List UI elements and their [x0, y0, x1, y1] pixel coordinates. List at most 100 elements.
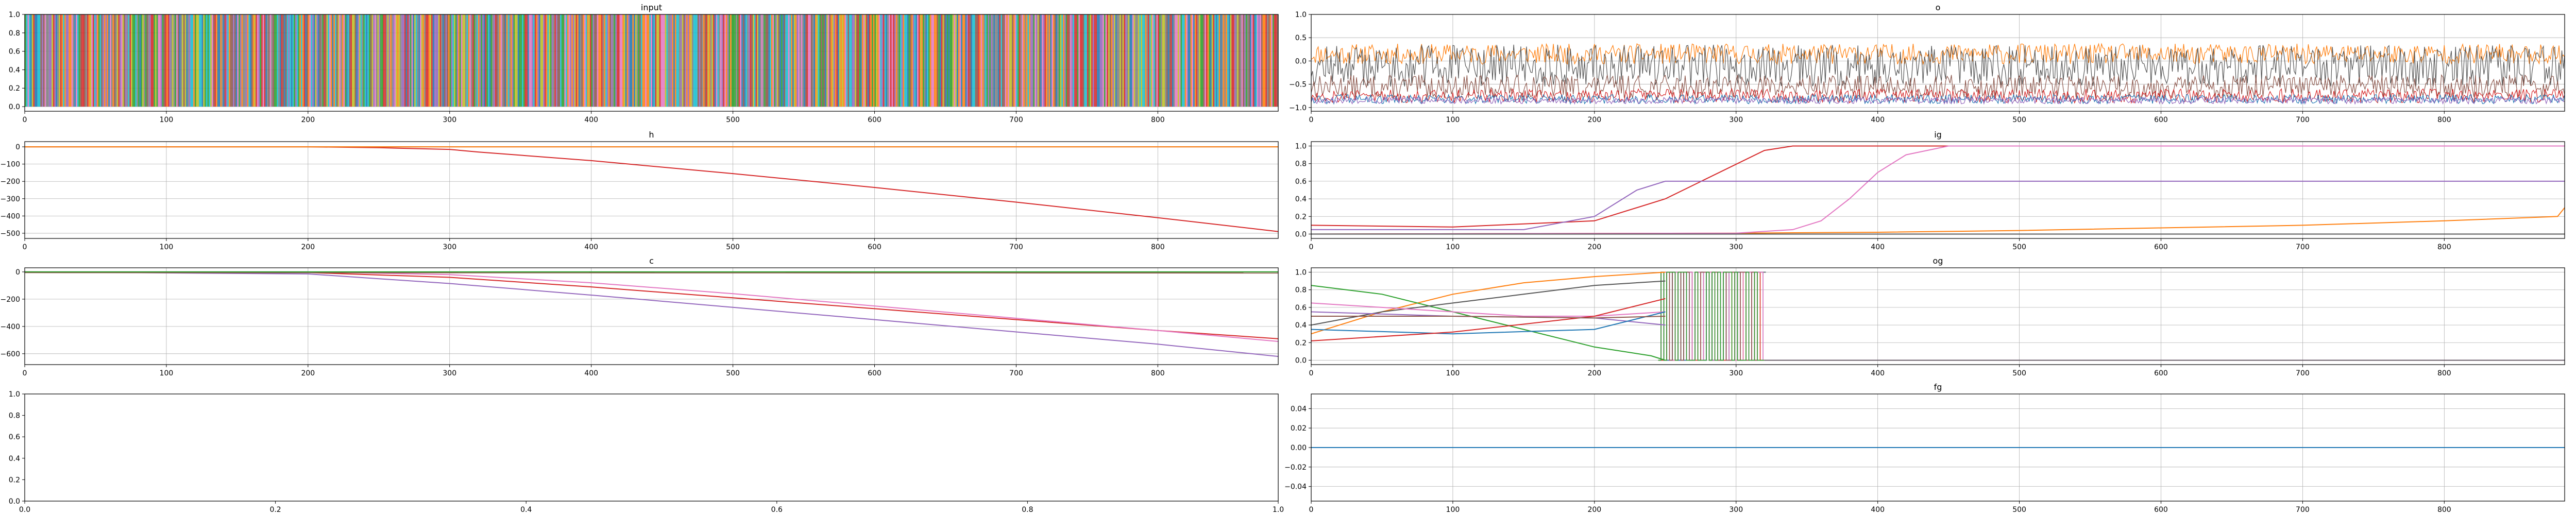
- onehot-pulse: [793, 14, 795, 107]
- onehot-pulse: [404, 14, 406, 107]
- onehot-pulse: [1231, 14, 1233, 107]
- onehot-pulse: [1009, 14, 1011, 107]
- onehot-pulse: [852, 14, 854, 107]
- plot-area: [1311, 145, 2565, 235]
- onehot-pulse: [533, 14, 535, 107]
- onehot-pulse: [891, 14, 893, 107]
- onehot-pulse: [601, 14, 603, 107]
- x-tick-label: 300: [1729, 116, 1743, 124]
- onehot-pulse: [1239, 14, 1240, 107]
- onehot-pulse: [105, 14, 107, 107]
- onehot-pulse: [333, 14, 335, 107]
- onehot-pulse: [1211, 14, 1213, 107]
- onehot-pulse: [950, 14, 951, 107]
- onehot-pulse: [679, 14, 681, 107]
- onehot-pulse: [396, 14, 398, 107]
- onehot-pulse: [968, 14, 970, 107]
- onehot-pulse: [417, 14, 419, 107]
- y-tick-label: 0.5: [1295, 34, 1307, 42]
- onehot-pulse: [260, 14, 262, 107]
- axes-frame: [24, 393, 1279, 502]
- onehot-pulse: [515, 14, 516, 107]
- onehot-pulse: [302, 14, 304, 107]
- y-tick-label: 0.0: [1295, 57, 1307, 65]
- onehot-pulse: [1166, 14, 1168, 107]
- x-tick-label: 0.6: [771, 506, 783, 514]
- onehot-pulse: [1240, 14, 1242, 107]
- onehot-pulse: [194, 14, 196, 107]
- onehot-pulse: [224, 14, 226, 107]
- onehot-pulse: [768, 14, 770, 107]
- subplot-fg: 0 100 200 300 400 500 600 700 800 −0.04 −0.02 0.00 0…: [1284, 382, 2565, 514]
- x-tick-label: 0.0: [19, 506, 30, 514]
- onehot-pulse: [1010, 14, 1012, 107]
- onehot-pulse: [362, 14, 364, 107]
- onehot-pulse: [1012, 14, 1013, 107]
- onehot-pulse: [541, 14, 544, 107]
- series-line: [25, 271, 1278, 357]
- onehot-pulse: [547, 14, 549, 107]
- onehot-pulse: [928, 14, 930, 107]
- onehot-pulse: [292, 14, 294, 107]
- onehot-pulse: [639, 14, 641, 107]
- onehot-pulse: [341, 14, 342, 107]
- onehot-pulse: [1165, 14, 1166, 107]
- onehot-pulse: [946, 14, 948, 107]
- onehot-pulse: [1207, 14, 1209, 107]
- onehot-pulse: [765, 14, 767, 107]
- onehot-pulse: [473, 14, 476, 107]
- onehot-pulse: [493, 14, 495, 107]
- onehot-pulse: [483, 14, 485, 107]
- onehot-pulse: [237, 14, 239, 107]
- onehot-pulse: [691, 14, 693, 107]
- y-tick-label: 0.2: [9, 476, 20, 484]
- chart-title: ig: [1934, 130, 1942, 140]
- onehot-pulse: [677, 14, 680, 107]
- onehot-pulse: [689, 14, 691, 107]
- onehot-pulse: [145, 14, 147, 107]
- onehot-pulse: [662, 14, 664, 107]
- onehot-pulse: [999, 14, 1001, 107]
- onehot-pulse: [745, 14, 748, 107]
- onehot-pulse: [1024, 14, 1026, 107]
- onehot-pulse: [75, 14, 77, 107]
- onehot-pulse: [458, 14, 460, 107]
- onehot-pulse: [638, 14, 640, 107]
- onehot-pulse: [948, 14, 950, 107]
- onehot-pulse: [456, 14, 459, 107]
- onehot-pulse: [176, 14, 178, 107]
- onehot-pulse: [84, 14, 86, 107]
- onehot-pulse: [487, 14, 489, 107]
- onehot-pulse: [819, 14, 821, 107]
- series-line: [25, 271, 1278, 342]
- x-tick-label: 0: [1309, 506, 1314, 514]
- onehot-pulse: [397, 14, 399, 107]
- onehot-pulse: [1172, 14, 1174, 107]
- y-tick-label: 0.6: [1295, 178, 1307, 186]
- onehot-pulse: [611, 14, 613, 107]
- onehot-pulse: [290, 14, 291, 107]
- onehot-pulse: [523, 14, 525, 107]
- onehot-pulse: [706, 14, 708, 107]
- onehot-pulse: [956, 14, 958, 107]
- series-line: [25, 271, 1278, 339]
- onehot-pulse: [883, 14, 885, 107]
- onehot-pulse: [1090, 14, 1092, 107]
- onehot-pulse: [308, 14, 310, 107]
- onehot-pulse: [1107, 14, 1109, 107]
- onehot-pulse: [169, 14, 171, 107]
- onehot-pulse: [917, 14, 919, 107]
- onehot-pulse: [377, 14, 379, 107]
- onehot-pulse: [1124, 14, 1126, 107]
- onehot-pulse: [31, 14, 33, 107]
- onehot-pulse: [865, 14, 866, 107]
- onehot-pulse: [744, 14, 746, 107]
- onehot-pulse: [142, 14, 144, 107]
- onehot-pulse: [748, 14, 750, 107]
- onehot-pulse: [520, 14, 522, 107]
- onehot-pulse: [1216, 14, 1217, 107]
- onehot-pulse: [900, 14, 902, 107]
- onehot-pulse: [485, 14, 487, 107]
- onehot-pulse: [186, 14, 188, 107]
- x-tick-label: 600: [868, 116, 882, 124]
